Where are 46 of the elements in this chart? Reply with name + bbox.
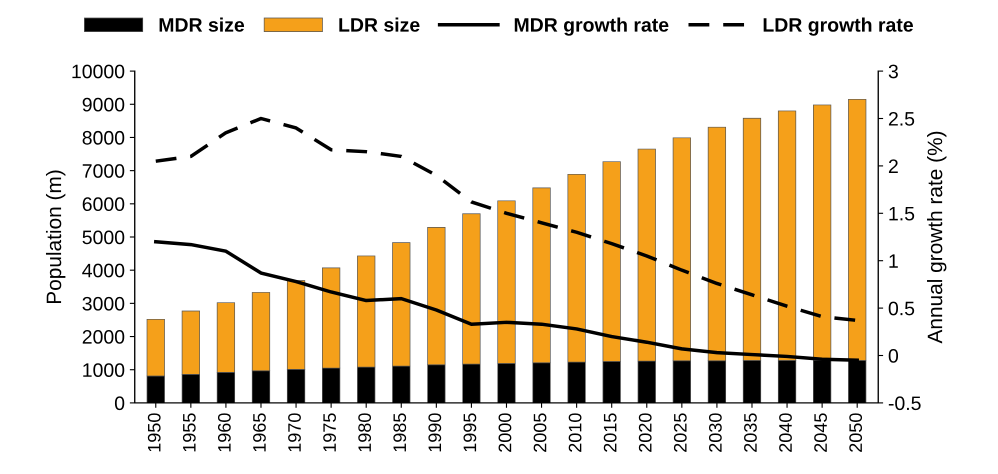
x-tick-label: 2035	[744, 413, 757, 452]
x-tick-label: 1955	[182, 413, 196, 452]
y-tick-label: 8000	[82, 130, 124, 145]
legend-label: MDR growth rate	[514, 18, 668, 36]
y2-axis-title: Annual growth rate (%)	[927, 132, 946, 344]
x-tick-label: 2025	[674, 413, 687, 452]
y-tick-label: 4000	[82, 264, 124, 278]
x-tick-label: 2000	[498, 413, 512, 452]
x-tick-label: 1960	[218, 413, 231, 452]
x-tick-label: 2010	[568, 413, 582, 452]
legend-label: LDR growth rate	[764, 18, 913, 36]
y2-tick-label: 1	[889, 254, 898, 268]
y2-tick-label: 0	[888, 348, 898, 363]
y2-tick-label: 2.5	[888, 112, 914, 126]
x-tick-label: 1990	[428, 413, 442, 452]
y-tick-label: 2000	[82, 330, 124, 344]
x-tick-label: 2050	[849, 413, 862, 452]
x-tick-label: 1975	[323, 413, 336, 452]
y2-tick-label: 3	[888, 64, 898, 78]
y2-tick-label: 2	[888, 159, 898, 173]
y-tick-label: 10000	[72, 64, 124, 78]
x-tick-label: 2015	[604, 413, 617, 452]
y-tick-label: 7000	[82, 164, 124, 178]
y-tick-label: 0	[114, 396, 124, 410]
x-tick-label: 2040	[779, 413, 792, 452]
x-tick-label: 1970	[288, 413, 301, 452]
legend-label: MDR size	[160, 18, 244, 32]
x-tick-label: 1985	[393, 413, 406, 452]
y2-tick-label: 1.5	[889, 206, 914, 221]
y-tick-label: 1000	[83, 363, 124, 377]
y-tick-label: 9000	[82, 98, 124, 112]
x-tick-label: 1980	[358, 413, 372, 452]
x-tick-label: 2005	[534, 413, 546, 452]
x-tick-label: 1965	[253, 413, 266, 452]
legend-label: LDR size	[339, 18, 420, 32]
y-tick-label: 5000	[82, 230, 124, 244]
x-tick-label: 1950	[148, 413, 161, 452]
y-axis-title: Population (m)	[46, 170, 66, 304]
x-tick-label: 2020	[638, 413, 652, 452]
y2-tick-label: 0.5	[888, 302, 914, 316]
x-tick-label: 1995	[463, 413, 476, 452]
y-tick-label: 6000	[82, 197, 124, 212]
x-tick-label: 2030	[708, 413, 722, 452]
y2-tick-label: -0.5	[888, 396, 921, 410]
y-tick-label: 3000	[82, 296, 124, 311]
x-tick-label: 2045	[814, 413, 827, 452]
